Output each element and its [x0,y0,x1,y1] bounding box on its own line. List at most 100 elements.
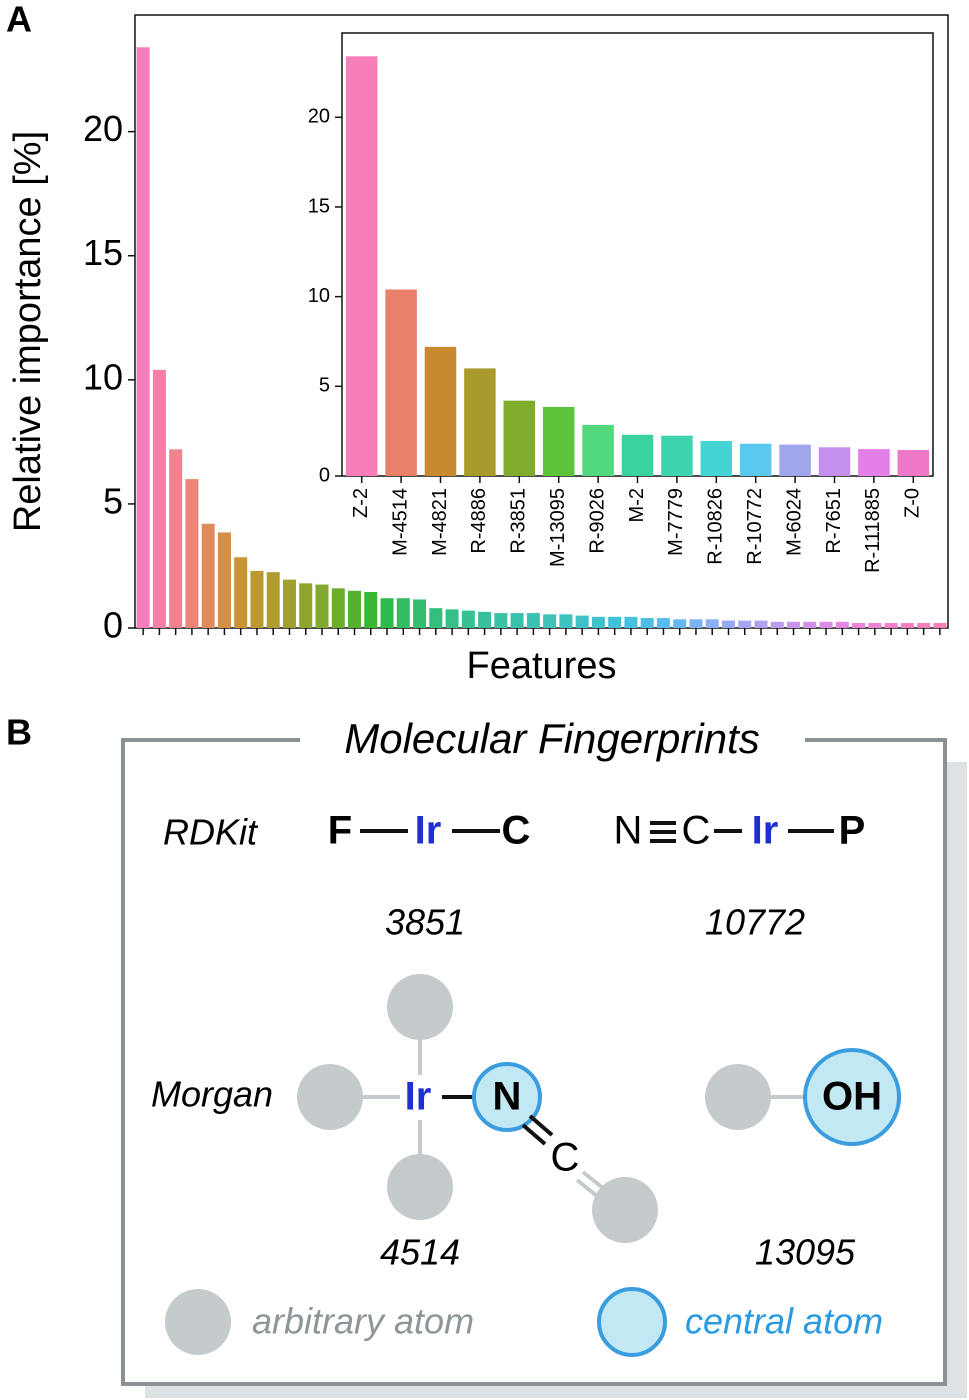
x-tick-label: M-13095 [547,488,569,567]
bar [705,619,719,628]
arbitrary-atom [705,1064,771,1130]
bar [739,443,772,476]
x-tick-label: Z-0 [902,488,924,518]
x-tick-label: M-4514 [389,488,411,556]
bar [582,424,614,476]
atom: Ir [405,1075,432,1119]
panel-label: A [6,0,32,40]
bar [315,584,329,628]
x-tick-label: M-7779 [665,488,687,556]
bar [266,572,280,628]
x-tick-label: R-3851 [508,488,530,554]
title-gap [300,715,805,765]
bar [503,400,536,476]
y-tick-label: 20 [83,108,123,149]
x-tick-label: M-6024 [783,488,805,556]
x-tick-label: R-10826 [705,488,727,565]
bar [779,444,811,476]
atom: C [551,1136,580,1180]
bar [700,441,733,476]
bar [673,619,687,628]
bar [640,618,654,628]
bar [835,621,849,628]
y-tick-label: 10 [83,356,123,397]
y-tick-label: 5 [103,480,123,521]
bar [250,570,264,628]
legend-label: arbitrary atom [252,1301,474,1342]
bar [858,449,890,476]
atom: OH [822,1075,882,1119]
bar [621,434,654,476]
atom: N [614,809,643,853]
arbitrary-atom [387,974,453,1040]
atom: C [502,809,531,853]
y-axis-label: Relative importance [%] [7,131,49,532]
bar [282,579,296,628]
bar [201,523,215,628]
bar [464,368,496,476]
x-tick-label: Z-2 [350,488,372,518]
y-tick-label: 10 [308,285,330,307]
y-tick-label: 5 [319,375,330,397]
bar [917,623,931,628]
bar [526,613,540,628]
x-tick-label: M-2 [626,488,648,522]
bar [331,588,345,628]
x-tick-label: R-9026 [586,488,608,554]
bar [884,623,898,628]
double-bond [575,1170,605,1198]
atom: P [839,809,866,853]
bar [559,614,573,628]
x-tick-label: M-4821 [429,488,451,556]
bar [608,616,622,628]
legend-label: central atom [685,1301,883,1342]
bar [738,620,752,628]
bar [661,435,693,476]
fingerprint-id: 4514 [380,1232,460,1273]
triple-bond [650,821,676,843]
box [121,738,947,1386]
atom: Ir [415,809,442,853]
bar [852,623,866,628]
bar [299,583,313,628]
row-label: RDKit [163,812,259,853]
bar [136,47,150,628]
bar [217,532,231,628]
x-tick-label: R-7651 [823,488,845,554]
row-label: Morgan [151,1074,273,1115]
fingerprint-id: 10772 [705,902,805,943]
arbitrary-atom [592,1177,658,1243]
legend-swatch [597,1287,667,1357]
bar [348,590,362,628]
bar [234,557,248,628]
y-tick-label: 15 [308,195,330,217]
bar [542,406,575,476]
bar [429,608,443,628]
bar [424,346,457,476]
legend-swatch [165,1289,231,1355]
bar [787,621,801,628]
central-atom [472,1062,542,1132]
x-tick-label: R-111885 [862,488,884,573]
bar [689,619,703,628]
bar [345,56,378,476]
y-tick-label: 15 [83,232,123,273]
bar [868,623,882,628]
bar [185,479,199,628]
bar [754,620,768,628]
bar [364,592,378,628]
chart-area: 0 5 10 15 20 Relative importance [%] Features Z… [7,14,949,687]
arbitrary-atom [297,1064,363,1130]
box-title: Molecular Fingerprints [344,715,760,762]
central-atom [803,1048,901,1146]
bar [575,615,589,628]
x-tick-label: R-4886 [468,488,490,554]
panel-label: B [6,712,32,753]
bar [624,616,638,628]
y-tick-label: 20 [308,106,330,128]
bar [770,621,784,628]
x-tick-label: R-10772 [744,488,766,565]
atom: F [328,809,352,853]
y-tick-label: 0 [319,464,330,486]
